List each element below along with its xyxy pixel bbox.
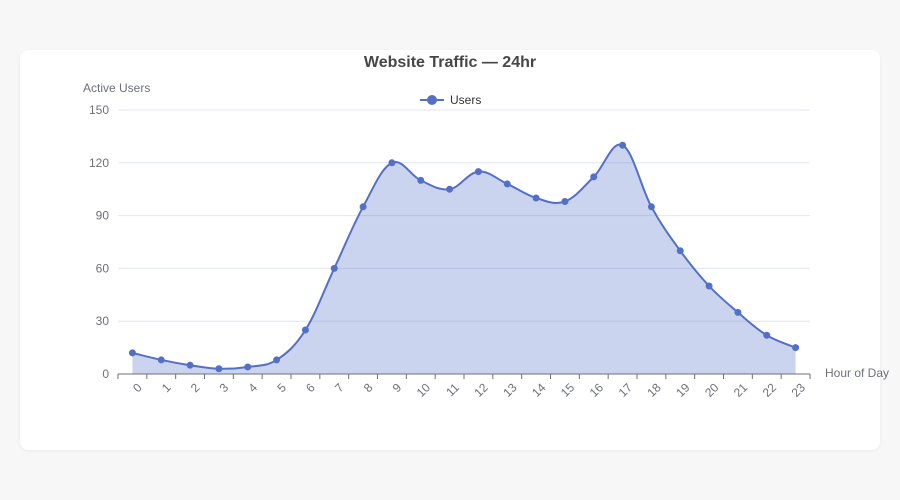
data-point[interactable] [273, 356, 281, 364]
x-tick-label: 11 [443, 380, 462, 399]
data-point[interactable] [647, 203, 655, 211]
series-area-users [132, 144, 796, 374]
x-tick-label: 3 [217, 380, 232, 395]
data-point[interactable] [532, 194, 540, 202]
data-points [128, 141, 800, 373]
x-tick-label: 15 [558, 380, 578, 400]
data-point[interactable] [590, 173, 598, 181]
data-point[interactable] [763, 331, 771, 339]
data-point[interactable] [705, 282, 713, 290]
x-tick-label: 1 [159, 380, 174, 395]
x-tick-label: 0 [130, 380, 145, 395]
data-point[interactable] [244, 363, 252, 371]
x-tick-label: 5 [274, 380, 289, 395]
plot-area [132, 143, 796, 374]
x-tick-label: 17 [616, 380, 636, 400]
y-tick-labels: 0 30 60 90 120 150 [89, 103, 109, 381]
y-tick-label: 90 [96, 209, 110, 223]
chart-title: Website Traffic — 24hr [364, 54, 536, 71]
x-tick-label: 22 [760, 380, 780, 400]
data-point[interactable] [734, 308, 742, 316]
data-point[interactable] [359, 203, 367, 211]
data-point[interactable] [186, 361, 194, 369]
x-tick-label: 18 [644, 380, 664, 400]
x-tick-label: 23 [789, 380, 809, 400]
data-point[interactable] [330, 264, 338, 272]
data-point[interactable] [792, 344, 800, 352]
x-tick-label: 6 [303, 380, 318, 395]
data-point[interactable] [301, 326, 309, 334]
chart-card [20, 50, 880, 450]
x-tick-label: 7 [332, 380, 347, 395]
data-point[interactable] [128, 349, 136, 357]
y-tick-label: 150 [89, 103, 109, 117]
x-tick-label: 20 [702, 380, 722, 400]
x-tick-labels: 0 1 2 3 4 5 6 7 8 9 10 11 12 13 14 15 16 17 18 19 20 21 22 23 [130, 380, 808, 400]
x-tick-label: 16 [587, 380, 607, 400]
legend-label-users: Users [450, 93, 481, 107]
x-tick-label: 9 [390, 380, 405, 395]
x-tick-label: 10 [414, 380, 434, 400]
data-point[interactable] [619, 141, 627, 149]
y-tick-label: 60 [96, 261, 110, 275]
x-tick-label: 12 [471, 380, 491, 400]
x-tick-label: 21 [731, 380, 751, 400]
x-tick-label: 8 [361, 380, 376, 395]
x-tick-label: 4 [245, 380, 260, 395]
data-point[interactable] [446, 185, 454, 193]
y-tick-label: 120 [89, 156, 109, 170]
legend[interactable]: Users [420, 93, 481, 107]
data-point[interactable] [388, 159, 396, 167]
data-point[interactable] [474, 168, 482, 176]
x-tick-label: 2 [188, 380, 203, 395]
data-point[interactable] [676, 247, 684, 255]
y-tick-label: 0 [102, 367, 109, 381]
x-tick-label: 19 [673, 380, 693, 400]
y-tick-label: 30 [96, 314, 110, 328]
y-axis-label: Active Users [83, 81, 150, 95]
data-point[interactable] [417, 176, 425, 184]
data-point[interactable] [503, 180, 511, 188]
x-axis [117, 373, 811, 379]
data-point[interactable] [215, 365, 223, 373]
legend-marker-icon [427, 95, 437, 105]
x-axis-label: Hour of Day [825, 366, 889, 380]
data-point[interactable] [561, 198, 569, 206]
data-point[interactable] [157, 356, 165, 364]
x-tick-label: 14 [529, 380, 549, 400]
x-tick-label: 13 [500, 380, 520, 400]
